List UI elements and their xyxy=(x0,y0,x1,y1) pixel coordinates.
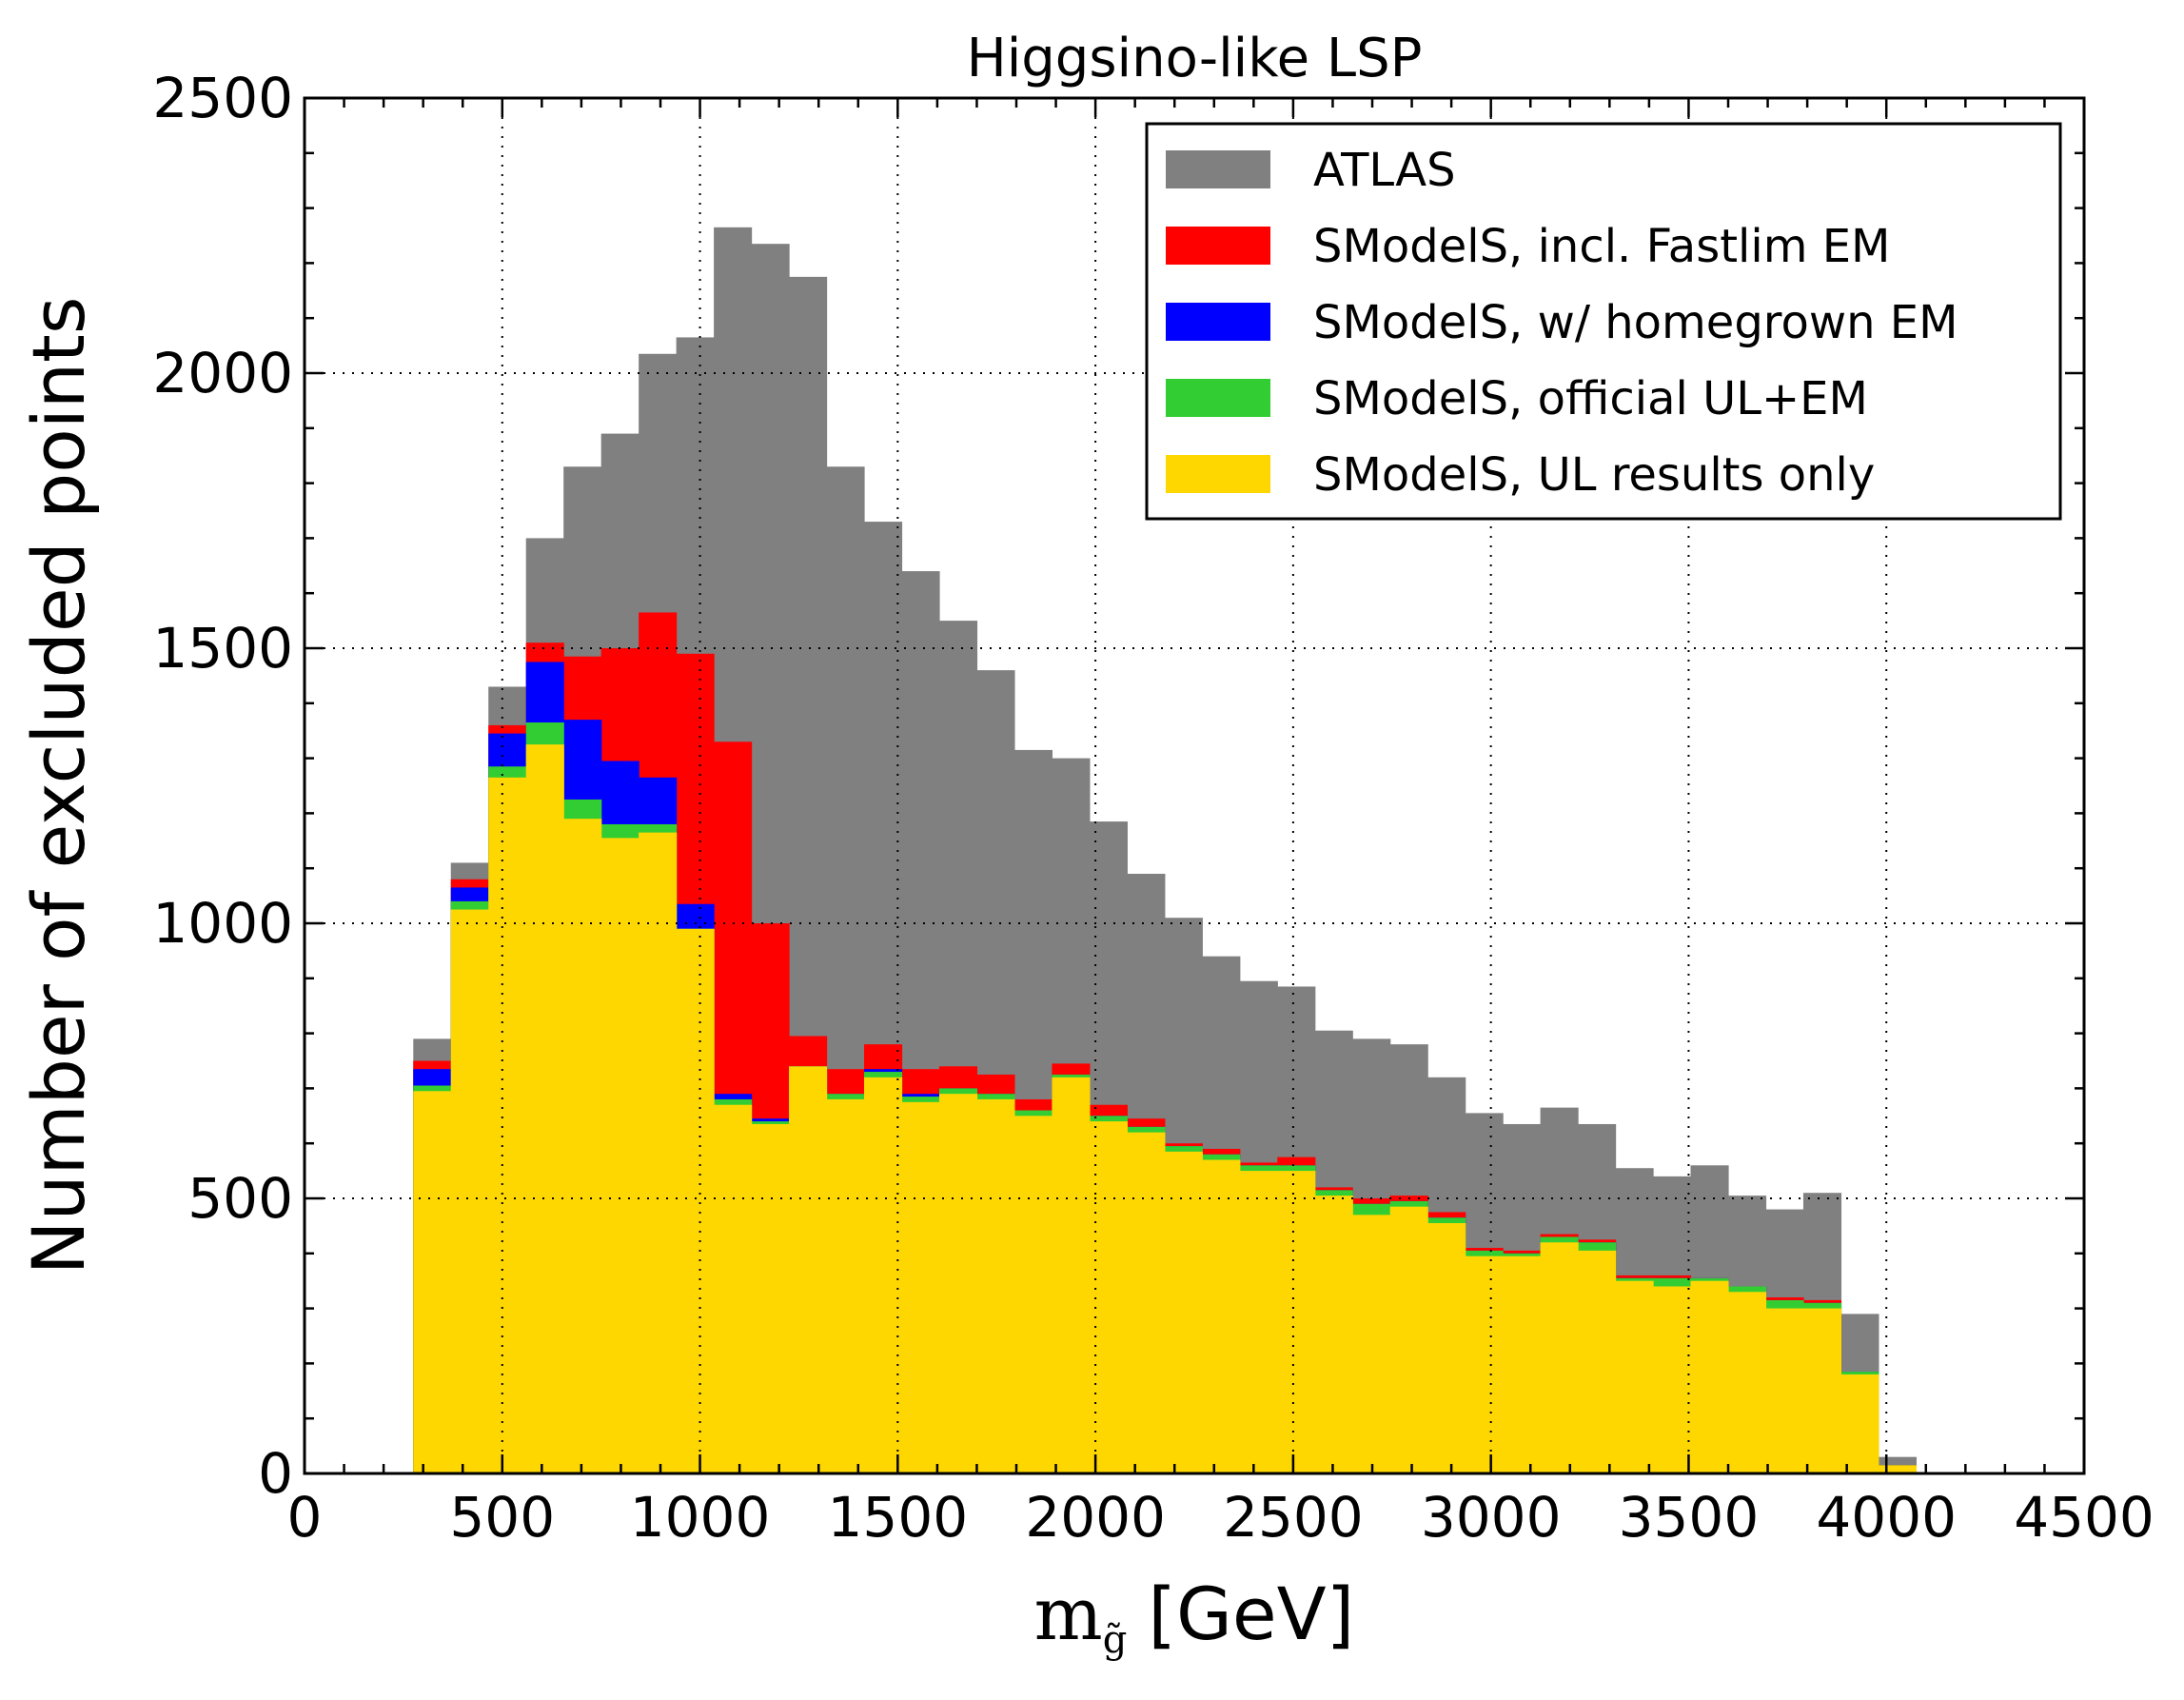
bar-smodels-ul-results-only-0 xyxy=(413,1091,452,1473)
x-tick-label: 3000 xyxy=(1421,1485,1562,1550)
axis-ticks xyxy=(303,96,2086,1475)
bar-smodels-ul-results-only-31 xyxy=(1578,1250,1617,1473)
x-tick-label: 2500 xyxy=(1223,1485,1364,1550)
legend-swatch xyxy=(1166,455,1270,493)
bar-smodels-ul-results-only-37 xyxy=(1802,1308,1842,1473)
x-tick-label: 3500 xyxy=(1619,1485,1760,1550)
x-axis-label: mg̃ [GeV] xyxy=(1034,1572,1355,1662)
y-tick-label: 2000 xyxy=(152,341,293,405)
x-tick-label: 1000 xyxy=(630,1485,771,1550)
legend-label: SModelS, official UL+EM xyxy=(1313,372,1868,425)
bar-smodels-ul-results-only-28 xyxy=(1465,1255,1504,1473)
bar-smodels-ul-results-only-15 xyxy=(976,1098,1015,1473)
bar-smodels-ul-results-only-19 xyxy=(1127,1132,1166,1473)
bar-smodels-ul-results-only-7 xyxy=(676,928,715,1473)
bar-smodels-ul-results-only-39 xyxy=(1878,1465,1917,1473)
bar-smodels-ul-results-only-33 xyxy=(1653,1286,1692,1473)
bar-smodels-ul-results-only-38 xyxy=(1840,1374,1879,1473)
y-tick-label: 2500 xyxy=(152,66,293,130)
bar-smodels-ul-results-only-27 xyxy=(1427,1223,1466,1473)
chart-title: Higgsino-like LSP xyxy=(967,28,1423,89)
x-tick-label: 0 xyxy=(287,1485,323,1550)
x-tick-label: 1500 xyxy=(828,1485,969,1550)
y-tick-label: 0 xyxy=(258,1441,293,1506)
legend-label: SModelS, w/ homegrown EM xyxy=(1313,296,1958,349)
bar-smodels-ul-results-only-34 xyxy=(1690,1280,1729,1473)
x-tick-label: 4500 xyxy=(2014,1485,2154,1550)
bar-smodels-ul-results-only-26 xyxy=(1389,1206,1428,1473)
y-axis-label: Number of excluded points xyxy=(16,297,101,1275)
legend-swatch xyxy=(1166,379,1270,417)
bar-smodels-ul-results-only-16 xyxy=(1013,1116,1053,1473)
x-axis-label-subscript: g̃ xyxy=(1103,1618,1128,1662)
bar-smodels-ul-results-only-35 xyxy=(1728,1292,1767,1473)
y-tick-labels: 0 500 1000 1500 2000 2500 xyxy=(152,66,293,1506)
bar-smodels-ul-results-only-8 xyxy=(714,1104,753,1473)
legend-swatch xyxy=(1166,150,1270,188)
bar-smodels-ul-results-only-24 xyxy=(1314,1196,1353,1473)
legend-label: ATLAS xyxy=(1313,144,1456,197)
bar-smodels-ul-results-only-2 xyxy=(488,777,527,1473)
y-tick-label: 1000 xyxy=(152,891,293,956)
legend-swatch xyxy=(1166,303,1270,341)
bar-smodels-ul-results-only-10 xyxy=(789,1066,828,1473)
x-axis-label-unit: [GeV] xyxy=(1148,1572,1354,1656)
histogram-bars xyxy=(413,227,1917,1474)
legend-box xyxy=(1145,122,2062,521)
bar-smodels-ul-results-only-4 xyxy=(563,819,602,1473)
bar-smodels-ul-results-only-22 xyxy=(1239,1171,1278,1473)
legend-label: SModelS, UL results only xyxy=(1313,448,1875,502)
bar-smodels-ul-results-only-20 xyxy=(1164,1151,1203,1473)
y-tick-label: 500 xyxy=(187,1166,293,1231)
bar-smodels-ul-results-only-36 xyxy=(1765,1308,1804,1473)
x-axis-label-symbol: m xyxy=(1034,1572,1103,1656)
bar-smodels-ul-results-only-3 xyxy=(525,744,564,1473)
y-tick-label: 1500 xyxy=(152,616,293,681)
bar-smodels-ul-results-only-6 xyxy=(639,832,678,1473)
bar-smodels-ul-results-only-29 xyxy=(1503,1255,1542,1473)
plot-frame xyxy=(303,96,2086,1475)
legend-swatch xyxy=(1166,227,1270,265)
bar-smodels-ul-results-only-14 xyxy=(938,1094,978,1473)
bar-smodels-ul-results-only-12 xyxy=(864,1077,903,1473)
bar-smodels-ul-results-only-32 xyxy=(1615,1280,1654,1473)
bar-smodels-ul-results-only-23 xyxy=(1277,1171,1316,1473)
bar-smodels-ul-results-only-11 xyxy=(826,1098,865,1473)
bar-smodels-ul-results-only-9 xyxy=(751,1123,790,1473)
bar-smodels-ul-results-only-5 xyxy=(600,838,639,1473)
legend: ATLAS SModelS, incl. Fastlim EM SModelS, w… xyxy=(1145,122,2062,521)
bar-smodels-ul-results-only-13 xyxy=(901,1101,940,1473)
bar-smodels-ul-results-only-17 xyxy=(1052,1077,1091,1473)
bar-smodels-ul-results-only-30 xyxy=(1540,1242,1579,1473)
bar-smodels-ul-results-only-1 xyxy=(450,909,489,1473)
bar-smodels-ul-results-only-25 xyxy=(1352,1215,1391,1473)
x-tick-label: 4000 xyxy=(1816,1485,1957,1550)
x-tick-label: 2000 xyxy=(1025,1485,1166,1550)
bar-smodels-ul-results-only-21 xyxy=(1202,1159,1241,1473)
legend-label: SModelS, incl. Fastlim EM xyxy=(1313,220,1890,273)
x-tick-label: 500 xyxy=(449,1485,555,1550)
x-tick-labels: 0 500 1000 1500 2000 2500 3000 3500 4000 4500 xyxy=(287,1485,2154,1550)
